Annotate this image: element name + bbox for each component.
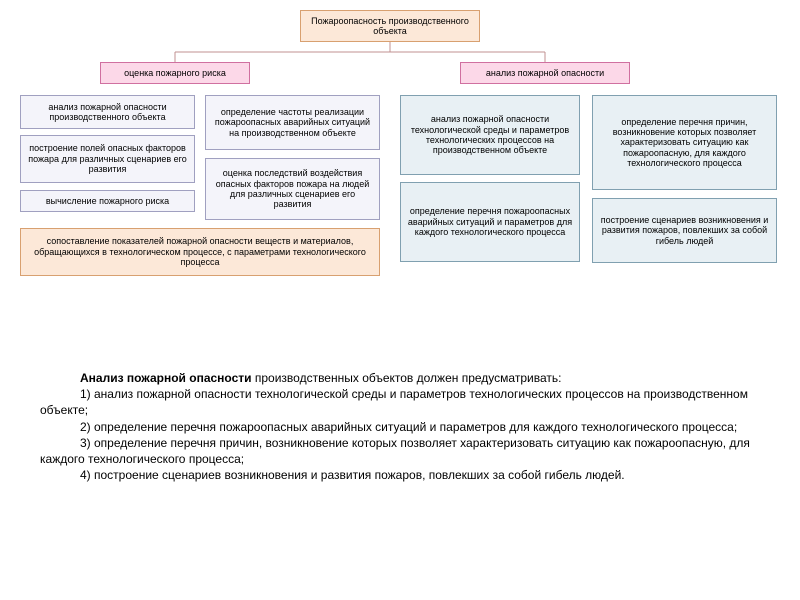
node-r2: определение перечня пожароопасных аварий… xyxy=(400,182,580,262)
node-rr1-label: определение перечня причин, возникновени… xyxy=(599,117,770,169)
node-r2-label: определение перечня пожароопасных аварий… xyxy=(407,206,573,237)
text-p1: 1) анализ пожарной опасности технологиче… xyxy=(40,386,760,418)
node-r1: анализ пожарной опасности технологическо… xyxy=(400,95,580,175)
node-rr2-label: построение сценариев возникновения и раз… xyxy=(599,215,770,246)
node-r1-label: анализ пожарной опасности технологическо… xyxy=(407,114,573,155)
node-rr2: построение сценариев возникновения и раз… xyxy=(592,198,777,263)
diagram-area: Пожароопасность производственного объект… xyxy=(0,0,800,340)
node-left-head-label: оценка пожарного риска xyxy=(107,68,243,78)
text-intro-bold: Анализ пожарной опасности xyxy=(80,371,252,385)
text-intro: Анализ пожарной опасности производственн… xyxy=(40,370,760,386)
text-block: Анализ пожарной опасности производственн… xyxy=(40,370,760,483)
node-lc1: определение частоты реализации пожароопа… xyxy=(205,95,380,150)
node-bottom: сопоставление показателей пожарной опасн… xyxy=(20,228,380,276)
node-lc2-label: оценка последствий воздействия опасных ф… xyxy=(212,168,373,209)
text-p4: 4) построение сценариев возникновения и … xyxy=(40,467,760,483)
text-intro-rest: производственных объектов должен предусм… xyxy=(252,371,562,385)
node-bottom-label: сопоставление показателей пожарной опасн… xyxy=(27,236,373,267)
node-lc1-label: определение частоты реализации пожароопа… xyxy=(212,107,373,138)
text-p2: 2) определение перечня пожароопасных ава… xyxy=(40,419,760,435)
node-l2-label: построение полей опасных факторов пожара… xyxy=(27,143,188,174)
node-root: Пожароопасность производственного объект… xyxy=(300,10,480,42)
node-right-head: анализ пожарной опасности xyxy=(460,62,630,84)
node-right-head-label: анализ пожарной опасности xyxy=(467,68,623,78)
node-l1: анализ пожарной опасности производственн… xyxy=(20,95,195,129)
node-left-head: оценка пожарного риска xyxy=(100,62,250,84)
node-l1-label: анализ пожарной опасности производственн… xyxy=(27,102,188,123)
node-root-label: Пожароопасность производственного объект… xyxy=(307,16,473,37)
node-l3: вычисление пожарного риска xyxy=(20,190,195,212)
node-l3-label: вычисление пожарного риска xyxy=(27,196,188,206)
node-l2: построение полей опасных факторов пожара… xyxy=(20,135,195,183)
node-lc2: оценка последствий воздействия опасных ф… xyxy=(205,158,380,220)
text-p3: 3) определение перечня причин, возникнов… xyxy=(40,435,760,467)
node-rr1: определение перечня причин, возникновени… xyxy=(592,95,777,190)
